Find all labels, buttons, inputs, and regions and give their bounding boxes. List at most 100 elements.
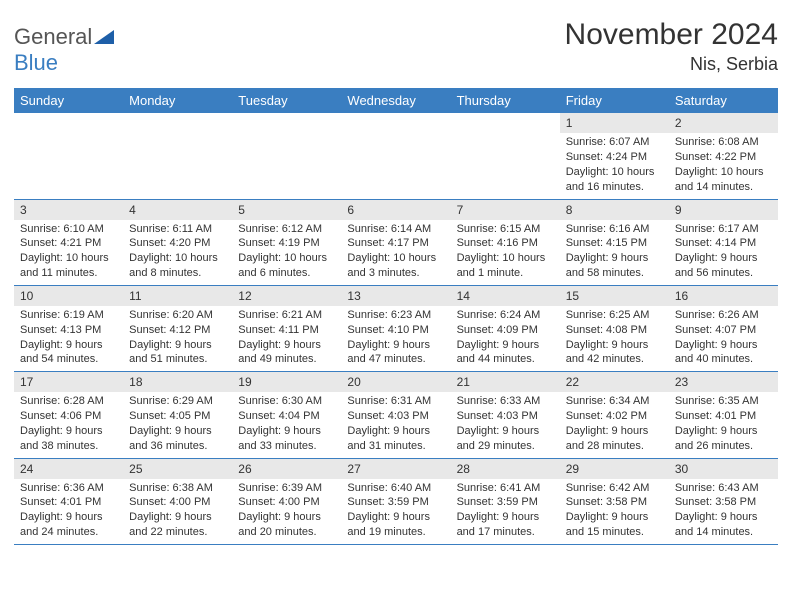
day-number: 10 — [14, 286, 123, 306]
day-details: Sunrise: 6:42 AMSunset: 3:58 PMDaylight:… — [560, 479, 669, 544]
day-number: 30 — [669, 459, 778, 479]
day-details: Sunrise: 6:25 AMSunset: 4:08 PMDaylight:… — [560, 306, 669, 371]
calendar-cell: 5Sunrise: 6:12 AMSunset: 4:19 PMDaylight… — [232, 199, 341, 285]
weekday-header: Thursday — [451, 88, 560, 113]
day-details: Sunrise: 6:39 AMSunset: 4:00 PMDaylight:… — [232, 479, 341, 544]
logo: General Blue — [14, 18, 114, 76]
calendar-cell: 2Sunrise: 6:08 AMSunset: 4:22 PMDaylight… — [669, 113, 778, 199]
day-details: Sunrise: 6:24 AMSunset: 4:09 PMDaylight:… — [451, 306, 560, 371]
day-number: 17 — [14, 372, 123, 392]
day-details: Sunrise: 6:19 AMSunset: 4:13 PMDaylight:… — [14, 306, 123, 371]
day-details: Sunrise: 6:33 AMSunset: 4:03 PMDaylight:… — [451, 392, 560, 457]
calendar-cell: 10Sunrise: 6:19 AMSunset: 4:13 PMDayligh… — [14, 285, 123, 371]
day-number: 29 — [560, 459, 669, 479]
day-number: 1 — [560, 113, 669, 133]
day-number: 3 — [14, 200, 123, 220]
calendar-cell: 21Sunrise: 6:33 AMSunset: 4:03 PMDayligh… — [451, 372, 560, 458]
day-number: 5 — [232, 200, 341, 220]
day-number: 21 — [451, 372, 560, 392]
day-details: Sunrise: 6:07 AMSunset: 4:24 PMDaylight:… — [560, 133, 669, 198]
day-details: Sunrise: 6:38 AMSunset: 4:00 PMDaylight:… — [123, 479, 232, 544]
day-number: 14 — [451, 286, 560, 306]
day-details: Sunrise: 6:31 AMSunset: 4:03 PMDaylight:… — [341, 392, 450, 457]
day-details: Sunrise: 6:10 AMSunset: 4:21 PMDaylight:… — [14, 220, 123, 285]
calendar-cell — [14, 113, 123, 199]
calendar-cell: 3Sunrise: 6:10 AMSunset: 4:21 PMDaylight… — [14, 199, 123, 285]
day-details: Sunrise: 6:36 AMSunset: 4:01 PMDaylight:… — [14, 479, 123, 544]
logo-text: General Blue — [14, 24, 114, 76]
calendar-cell: 19Sunrise: 6:30 AMSunset: 4:04 PMDayligh… — [232, 372, 341, 458]
calendar-cell — [451, 113, 560, 199]
logo-blue: Blue — [14, 50, 58, 75]
day-number: 13 — [341, 286, 450, 306]
day-details: Sunrise: 6:15 AMSunset: 4:16 PMDaylight:… — [451, 220, 560, 285]
calendar-cell: 14Sunrise: 6:24 AMSunset: 4:09 PMDayligh… — [451, 285, 560, 371]
title-block: November 2024 Nis, Serbia — [565, 18, 778, 75]
calendar-cell: 8Sunrise: 6:16 AMSunset: 4:15 PMDaylight… — [560, 199, 669, 285]
day-number: 8 — [560, 200, 669, 220]
day-details: Sunrise: 6:23 AMSunset: 4:10 PMDaylight:… — [341, 306, 450, 371]
day-number: 26 — [232, 459, 341, 479]
calendar-row: 3Sunrise: 6:10 AMSunset: 4:21 PMDaylight… — [14, 199, 778, 285]
calendar-cell: 30Sunrise: 6:43 AMSunset: 3:58 PMDayligh… — [669, 458, 778, 544]
day-number: 16 — [669, 286, 778, 306]
calendar-cell: 12Sunrise: 6:21 AMSunset: 4:11 PMDayligh… — [232, 285, 341, 371]
day-number: 28 — [451, 459, 560, 479]
calendar-row: 10Sunrise: 6:19 AMSunset: 4:13 PMDayligh… — [14, 285, 778, 371]
day-number-empty — [232, 113, 341, 133]
calendar-cell — [232, 113, 341, 199]
day-number: 20 — [341, 372, 450, 392]
day-details: Sunrise: 6:12 AMSunset: 4:19 PMDaylight:… — [232, 220, 341, 285]
calendar-row: 1Sunrise: 6:07 AMSunset: 4:24 PMDaylight… — [14, 113, 778, 199]
calendar-cell: 17Sunrise: 6:28 AMSunset: 4:06 PMDayligh… — [14, 372, 123, 458]
calendar-cell: 7Sunrise: 6:15 AMSunset: 4:16 PMDaylight… — [451, 199, 560, 285]
calendar-cell: 6Sunrise: 6:14 AMSunset: 4:17 PMDaylight… — [341, 199, 450, 285]
calendar-body: 1Sunrise: 6:07 AMSunset: 4:24 PMDaylight… — [14, 113, 778, 545]
weekday-header: Saturday — [669, 88, 778, 113]
weekday-header: Friday — [560, 88, 669, 113]
calendar-row: 17Sunrise: 6:28 AMSunset: 4:06 PMDayligh… — [14, 372, 778, 458]
day-details: Sunrise: 6:41 AMSunset: 3:59 PMDaylight:… — [451, 479, 560, 544]
day-number: 7 — [451, 200, 560, 220]
day-number: 22 — [560, 372, 669, 392]
day-number: 24 — [14, 459, 123, 479]
calendar-cell: 1Sunrise: 6:07 AMSunset: 4:24 PMDaylight… — [560, 113, 669, 199]
weekday-header: Monday — [123, 88, 232, 113]
calendar-cell — [341, 113, 450, 199]
day-details: Sunrise: 6:29 AMSunset: 4:05 PMDaylight:… — [123, 392, 232, 457]
calendar-cell: 4Sunrise: 6:11 AMSunset: 4:20 PMDaylight… — [123, 199, 232, 285]
calendar-cell: 16Sunrise: 6:26 AMSunset: 4:07 PMDayligh… — [669, 285, 778, 371]
day-number: 11 — [123, 286, 232, 306]
day-details: Sunrise: 6:16 AMSunset: 4:15 PMDaylight:… — [560, 220, 669, 285]
weekday-header-row: SundayMondayTuesdayWednesdayThursdayFrid… — [14, 88, 778, 113]
day-number: 6 — [341, 200, 450, 220]
day-number-empty — [451, 113, 560, 133]
weekday-header: Wednesday — [341, 88, 450, 113]
day-number-empty — [123, 113, 232, 133]
day-details: Sunrise: 6:14 AMSunset: 4:17 PMDaylight:… — [341, 220, 450, 285]
calendar-cell: 18Sunrise: 6:29 AMSunset: 4:05 PMDayligh… — [123, 372, 232, 458]
day-details: Sunrise: 6:21 AMSunset: 4:11 PMDaylight:… — [232, 306, 341, 371]
day-number: 19 — [232, 372, 341, 392]
weekday-header: Tuesday — [232, 88, 341, 113]
page-title: November 2024 — [565, 18, 778, 52]
calendar-cell: 26Sunrise: 6:39 AMSunset: 4:00 PMDayligh… — [232, 458, 341, 544]
day-number: 23 — [669, 372, 778, 392]
location: Nis, Serbia — [565, 54, 778, 75]
day-number: 15 — [560, 286, 669, 306]
calendar-cell: 28Sunrise: 6:41 AMSunset: 3:59 PMDayligh… — [451, 458, 560, 544]
day-details: Sunrise: 6:11 AMSunset: 4:20 PMDaylight:… — [123, 220, 232, 285]
day-details: Sunrise: 6:34 AMSunset: 4:02 PMDaylight:… — [560, 392, 669, 457]
calendar-cell: 9Sunrise: 6:17 AMSunset: 4:14 PMDaylight… — [669, 199, 778, 285]
calendar-cell: 11Sunrise: 6:20 AMSunset: 4:12 PMDayligh… — [123, 285, 232, 371]
day-number: 9 — [669, 200, 778, 220]
day-details: Sunrise: 6:43 AMSunset: 3:58 PMDaylight:… — [669, 479, 778, 544]
day-details: Sunrise: 6:28 AMSunset: 4:06 PMDaylight:… — [14, 392, 123, 457]
day-number-empty — [341, 113, 450, 133]
calendar-row: 24Sunrise: 6:36 AMSunset: 4:01 PMDayligh… — [14, 458, 778, 544]
day-details: Sunrise: 6:08 AMSunset: 4:22 PMDaylight:… — [669, 133, 778, 198]
calendar-cell: 25Sunrise: 6:38 AMSunset: 4:00 PMDayligh… — [123, 458, 232, 544]
calendar-cell: 29Sunrise: 6:42 AMSunset: 3:58 PMDayligh… — [560, 458, 669, 544]
day-number: 25 — [123, 459, 232, 479]
calendar-cell: 15Sunrise: 6:25 AMSunset: 4:08 PMDayligh… — [560, 285, 669, 371]
